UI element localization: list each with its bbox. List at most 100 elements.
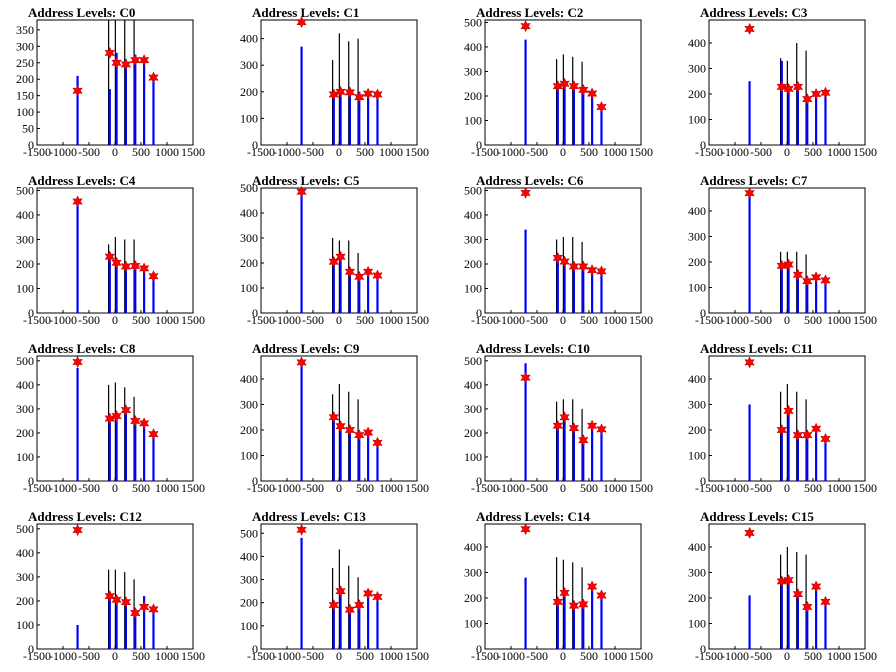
chart-title: Address Levels: C6 bbox=[476, 173, 584, 188]
x-tick-label: -1500 bbox=[23, 145, 51, 159]
x-tick-label: -1500 bbox=[247, 145, 275, 159]
x-tick-label: 500 bbox=[804, 649, 822, 663]
x-tick-label: -1000 bbox=[49, 145, 77, 159]
x-tick-label: -1500 bbox=[247, 313, 275, 327]
x-tick-label: -500 bbox=[526, 481, 548, 495]
x-tick-label: 0 bbox=[112, 481, 118, 495]
y-tick-label: 200 bbox=[240, 85, 258, 99]
peak-marker bbox=[744, 356, 755, 369]
peak-marker bbox=[148, 427, 159, 441]
x-tick-label: 0 bbox=[560, 649, 566, 663]
peak-marker bbox=[783, 573, 794, 587]
x-tick-label: 500 bbox=[804, 481, 822, 495]
x-tick-label: 1000 bbox=[827, 145, 851, 159]
peak-marker bbox=[559, 77, 570, 90]
peak-marker bbox=[353, 270, 365, 283]
y-tick-label: 300 bbox=[688, 397, 706, 411]
x-tick-label: 1500 bbox=[629, 145, 653, 159]
y-tick-label: 100 bbox=[16, 105, 34, 119]
x-tick-label: 1000 bbox=[379, 481, 403, 495]
chart-panel: Address Levels: C11 0 100 200 300 400 -1500 -10… bbox=[672, 336, 896, 504]
x-tick-label: 1000 bbox=[603, 313, 627, 327]
chart-title: Address Levels: C15 bbox=[700, 509, 814, 524]
chart-title: Address Levels: C9 bbox=[252, 341, 360, 356]
x-tick-label: -1500 bbox=[23, 481, 51, 495]
y-tick-label: 300 bbox=[688, 61, 706, 75]
x-tick-label: 1500 bbox=[853, 649, 877, 663]
y-tick-label: 0 bbox=[700, 306, 706, 320]
x-tick-label: -1000 bbox=[273, 481, 301, 495]
chart-title: Address Levels: C5 bbox=[252, 173, 360, 188]
y-tick-label: 400 bbox=[464, 208, 482, 222]
peak-marker bbox=[120, 260, 132, 273]
chart-plot: 0 100 200 300 400 -1500-1000 -500 0 500 1000 1500 bbox=[688, 523, 877, 663]
peak-marker bbox=[792, 268, 804, 281]
y-tick-label: 100 bbox=[16, 281, 34, 295]
peak-marker bbox=[104, 589, 116, 603]
peak-marker bbox=[810, 580, 822, 593]
x-tick-label: 1500 bbox=[629, 649, 653, 663]
y-tick-label: 100 bbox=[688, 280, 706, 294]
peak-marker bbox=[776, 80, 788, 93]
y-tick-label: 200 bbox=[16, 594, 34, 608]
y-tick-label: 200 bbox=[688, 591, 706, 605]
x-tick-label: 0 bbox=[112, 313, 118, 327]
x-tick-label: -1500 bbox=[23, 649, 51, 663]
y-tick-label: 0 bbox=[252, 138, 258, 152]
peak-marker bbox=[783, 82, 794, 96]
x-tick-label: 1500 bbox=[629, 481, 653, 495]
peak-marker bbox=[577, 433, 589, 447]
chart-panel: Address Levels: C12 0 100 200 300 400 500 -1500… bbox=[0, 504, 224, 672]
chart-panel: Address Levels: C10 0 100 200 300 400 500 -1500… bbox=[448, 336, 672, 504]
peak-marker bbox=[129, 259, 141, 272]
x-tick-label: -1000 bbox=[721, 145, 749, 159]
y-tick-label: 0 bbox=[28, 474, 34, 488]
peak-marker bbox=[148, 603, 159, 616]
x-tick-label: 500 bbox=[356, 649, 374, 663]
peak-marker bbox=[568, 260, 580, 273]
y-tick-label: 300 bbox=[16, 402, 34, 416]
y-tick-label: 100 bbox=[240, 281, 258, 295]
peak-marker bbox=[344, 423, 356, 437]
x-tick-label: -1000 bbox=[721, 481, 749, 495]
y-tick-label: 0 bbox=[28, 138, 34, 152]
x-tick-label: 500 bbox=[132, 481, 150, 495]
peak-marker bbox=[120, 595, 132, 609]
y-tick-label: 400 bbox=[16, 546, 34, 560]
x-tick-label: 500 bbox=[804, 313, 822, 327]
x-tick-label: 1000 bbox=[155, 649, 179, 663]
x-tick-label: 0 bbox=[336, 649, 342, 663]
peak-marker bbox=[552, 251, 564, 265]
x-tick-label: -1000 bbox=[721, 313, 749, 327]
chart-plot: 0 100 200 300 400 -1500-1000 -500 0 500 1000 1500 bbox=[240, 15, 429, 159]
y-tick-label: 300 bbox=[688, 565, 706, 579]
x-tick-label: 0 bbox=[560, 313, 566, 327]
y-tick-label: 300 bbox=[464, 565, 482, 579]
peak-marker bbox=[111, 56, 122, 69]
peak-marker bbox=[744, 526, 755, 539]
x-tick-label: -1500 bbox=[471, 313, 499, 327]
peak-marker bbox=[72, 355, 83, 369]
chart-panel: Address Levels: C7 0 100 200 300 400 -1500 -100… bbox=[672, 168, 896, 336]
y-tick-label: 200 bbox=[240, 596, 258, 610]
chart-title: Address Levels: C14 bbox=[476, 509, 590, 524]
x-tick-label: -1000 bbox=[49, 481, 77, 495]
peak-marker bbox=[72, 84, 83, 97]
x-tick-label: -1500 bbox=[695, 313, 723, 327]
peak-marker bbox=[520, 186, 531, 200]
chart-title: Address Levels: C7 bbox=[700, 173, 808, 188]
x-tick-label: -500 bbox=[526, 145, 548, 159]
chart-title: Address Levels: C4 bbox=[28, 173, 136, 188]
y-tick-label: 400 bbox=[688, 540, 706, 554]
y-tick-label: 400 bbox=[464, 40, 482, 54]
x-tick-label: 1500 bbox=[181, 145, 205, 159]
x-tick-label: 1000 bbox=[379, 313, 403, 327]
chart-plot: 0 100 200 300 400 500 -1500-1000 -500 0 500 1000 15… bbox=[240, 523, 429, 663]
peak-marker bbox=[559, 255, 570, 268]
x-tick-label: 1500 bbox=[405, 313, 429, 327]
y-tick-label: 300 bbox=[240, 573, 258, 587]
x-tick-label: -500 bbox=[78, 313, 100, 327]
peak-marker bbox=[744, 22, 755, 35]
peak-marker bbox=[577, 598, 589, 611]
